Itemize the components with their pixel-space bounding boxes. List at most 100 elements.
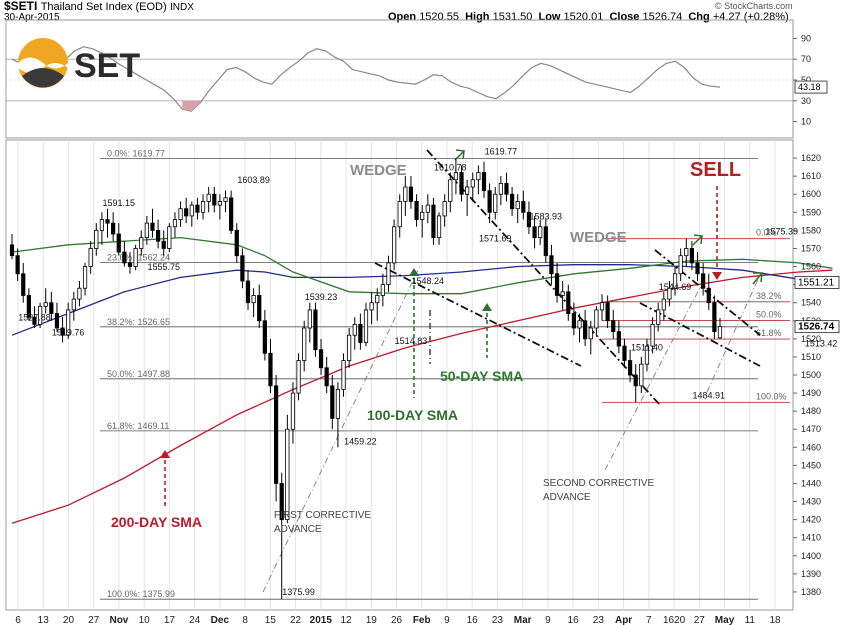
candle-body — [111, 222, 116, 235]
sma50-label: 50-DAY SMA — [440, 368, 523, 384]
candle-body — [150, 222, 155, 231]
candle-body — [611, 320, 616, 333]
candle-body — [54, 313, 60, 329]
price-label: 1583.93 — [530, 211, 563, 221]
x-tick-label: 9 — [545, 615, 551, 625]
candle-body — [43, 302, 48, 307]
first-advance-label-2: ADVANCE — [274, 524, 322, 535]
sma50-line — [11, 236, 833, 295]
candle-body — [178, 208, 183, 220]
candle-body — [15, 255, 20, 275]
x-tick-label: 13 — [38, 615, 50, 625]
x-tick-label: Feb — [413, 615, 431, 625]
candle-body — [538, 226, 543, 239]
candle-body — [672, 273, 678, 289]
candle-body — [26, 295, 31, 318]
symbol-title: $SETI Thailand Set Index (EOD) INDX — [4, 0, 194, 13]
candle-body — [161, 240, 166, 249]
y-tick-label: 1610 — [801, 171, 821, 181]
candle-body — [127, 262, 133, 267]
second-advance-label-2: ADVANCE — [543, 492, 591, 503]
y-tick-label: 1460 — [801, 442, 821, 452]
candle-body — [425, 204, 430, 213]
rsi-tick-label: 90 — [801, 33, 811, 43]
candle-body — [307, 309, 312, 329]
candle-body — [324, 367, 329, 387]
wedge-label-1: WEDGE — [350, 162, 407, 179]
candle-body — [476, 172, 481, 181]
second-advance-line — [604, 277, 706, 471]
price-label: 1459.22 — [344, 437, 377, 447]
candle-body — [94, 229, 99, 249]
price-label: 1619.77 — [485, 146, 518, 156]
price-label: 1575.39 — [766, 227, 799, 237]
candle-body — [200, 201, 206, 213]
candle-body — [465, 186, 470, 195]
x-tick-label: 9 — [444, 615, 450, 625]
candle-body — [701, 273, 706, 289]
y-tick-label: 1570 — [801, 243, 821, 253]
x-tick-label: Nov — [109, 615, 128, 625]
rsi-current-box — [794, 80, 828, 94]
last-value-box — [794, 276, 840, 289]
fib-label: 61.8%: 1469.11 — [107, 421, 169, 431]
candle-body — [644, 345, 650, 365]
y-tick-label: 1520 — [801, 334, 821, 344]
candle-body — [66, 309, 71, 336]
candle-body — [515, 201, 520, 210]
price-label: 1591.15 — [102, 198, 135, 208]
x-tick-label: 17 — [164, 615, 176, 625]
price-label: 1571.69 — [479, 233, 512, 243]
candle-body — [335, 389, 341, 419]
y-tick-label: 1500 — [801, 370, 821, 380]
candle-body — [712, 302, 717, 333]
candle-body — [144, 222, 149, 239]
second-advance-label-1: SECOND CORRECTIVE — [543, 478, 654, 489]
sell-label: SELL — [690, 159, 741, 181]
y-tick-label: 1560 — [801, 262, 821, 272]
rsi-tick-label: 10 — [801, 117, 811, 127]
candle-body — [302, 327, 307, 361]
candle-body — [9, 244, 15, 257]
candle-body — [167, 226, 172, 249]
candle-body — [397, 201, 402, 228]
price-label: 1527.88 — [18, 313, 51, 323]
candle-body — [588, 327, 593, 340]
candle-body — [195, 204, 200, 213]
candle-body — [206, 193, 211, 202]
fib-minor-label: 0.0% — [756, 228, 777, 238]
candle-body — [448, 179, 453, 202]
candle-body — [493, 193, 498, 213]
candle-body — [189, 204, 194, 217]
candle-body — [60, 327, 65, 336]
wedge1-breakout-arrow-icon — [454, 149, 466, 161]
price-label: 1519.76 — [52, 327, 85, 337]
candle-body — [262, 320, 267, 354]
logo-text: SET — [74, 47, 140, 85]
x-tick-label: 16 — [568, 615, 580, 625]
sma200-label: 200-DAY SMA — [111, 514, 202, 530]
candle-body — [414, 201, 419, 220]
y-tick-label: 1590 — [801, 207, 821, 217]
sma200-arrow-head-icon — [160, 450, 170, 458]
candle-body — [318, 349, 324, 369]
y-tick-label: 1400 — [801, 551, 821, 561]
x-tick-label: 20 — [63, 615, 75, 625]
y-tick-label: 1620 — [801, 153, 821, 163]
candle-body — [689, 248, 695, 264]
set-logo: SET — [18, 38, 140, 88]
candle-body — [627, 360, 633, 376]
candle-body — [313, 309, 318, 351]
rsi-line — [11, 46, 721, 112]
candle-body — [99, 219, 105, 231]
candle-body — [116, 233, 121, 253]
rsi-tick-label: 30 — [801, 96, 811, 106]
wedge-label-2: WEDGE — [570, 229, 627, 246]
y-tick-label: 1410 — [801, 533, 821, 543]
price-label: 1375.99 — [282, 587, 315, 597]
candle-body — [554, 273, 560, 296]
price-label: 1610.78 — [434, 163, 467, 173]
candle-body — [184, 208, 189, 217]
fib-label: 50.0%: 1497.88 — [107, 369, 170, 379]
